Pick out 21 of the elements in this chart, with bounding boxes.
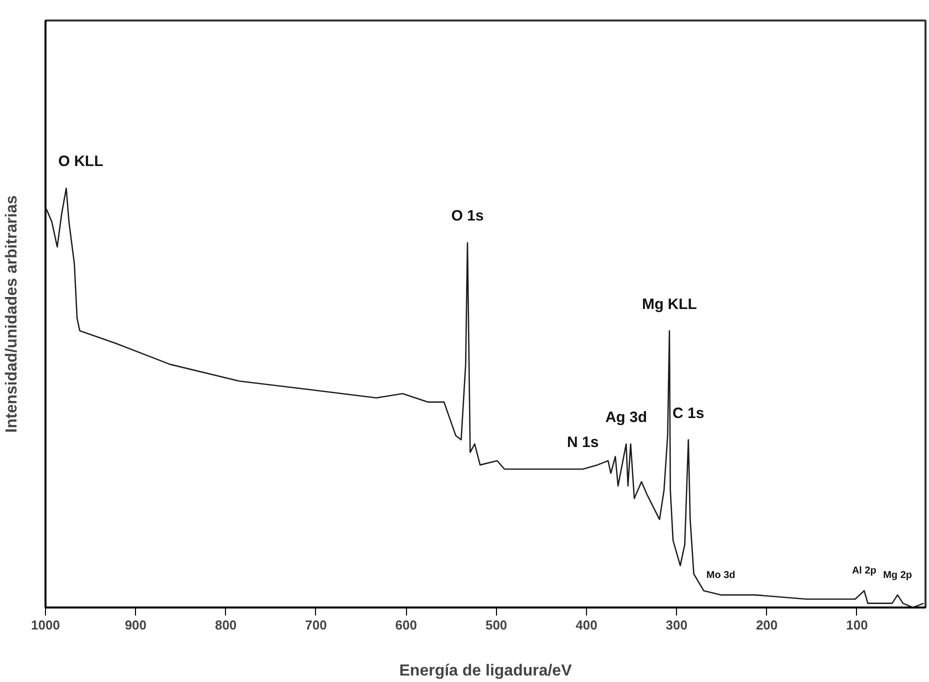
annotation: Al 2p — [852, 566, 876, 577]
x-tick-label: 800 — [214, 618, 237, 632]
x-tick-label: 200 — [756, 618, 778, 632]
x-tick-label: 300 — [666, 618, 688, 632]
x-axis-title: Energía de ligadura/eV — [399, 662, 572, 680]
annotation: C 1s — [672, 404, 704, 422]
x-tick-label: 100 — [846, 618, 868, 632]
y-axis-title: Intensidad/unidades arbitrarias — [4, 195, 20, 433]
annotation: N 1s — [567, 434, 599, 452]
x-tick-label: 900 — [124, 618, 147, 632]
annotation: Mg 2p — [883, 570, 912, 581]
annotation: Mo 3d — [706, 570, 736, 581]
x-tick-label: 400 — [576, 618, 598, 632]
x-tick-label: 1000 — [31, 618, 60, 632]
annotation: Mg KLL — [642, 296, 697, 313]
annotation: O 1s — [451, 208, 484, 225]
annotation: O KLL — [58, 153, 104, 170]
x-tick-label: 500 — [485, 618, 508, 632]
x-tick-label: 700 — [305, 618, 327, 632]
annotation: Ag 3d — [605, 408, 647, 426]
x-tick-label: 600 — [395, 618, 418, 632]
